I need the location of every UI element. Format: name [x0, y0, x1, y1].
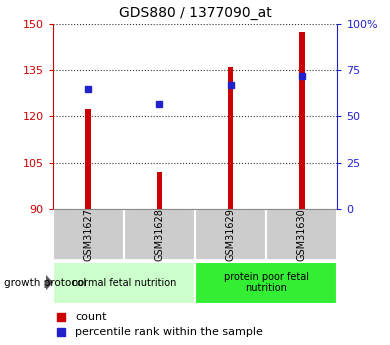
Text: GSM31628: GSM31628: [154, 208, 165, 262]
Text: count: count: [75, 312, 107, 322]
Text: GSM31629: GSM31629: [225, 208, 236, 262]
Text: growth protocol: growth protocol: [4, 278, 86, 287]
Text: protein poor fetal
nutrition: protein poor fetal nutrition: [224, 272, 308, 293]
Text: GSM31630: GSM31630: [297, 209, 307, 261]
Bar: [195, 209, 266, 260]
Polygon shape: [46, 275, 53, 290]
Bar: [228, 67, 234, 209]
Bar: [156, 172, 162, 209]
Bar: [53, 262, 195, 304]
Text: GSM31627: GSM31627: [83, 208, 93, 262]
Bar: [124, 209, 195, 260]
Bar: [195, 262, 337, 304]
Text: normal fetal nutrition: normal fetal nutrition: [72, 278, 176, 287]
Bar: [53, 209, 124, 260]
Title: GDS880 / 1377090_at: GDS880 / 1377090_at: [119, 6, 271, 20]
Text: percentile rank within the sample: percentile rank within the sample: [75, 327, 263, 337]
Bar: [85, 109, 91, 209]
Bar: [266, 209, 337, 260]
Bar: [299, 32, 305, 209]
